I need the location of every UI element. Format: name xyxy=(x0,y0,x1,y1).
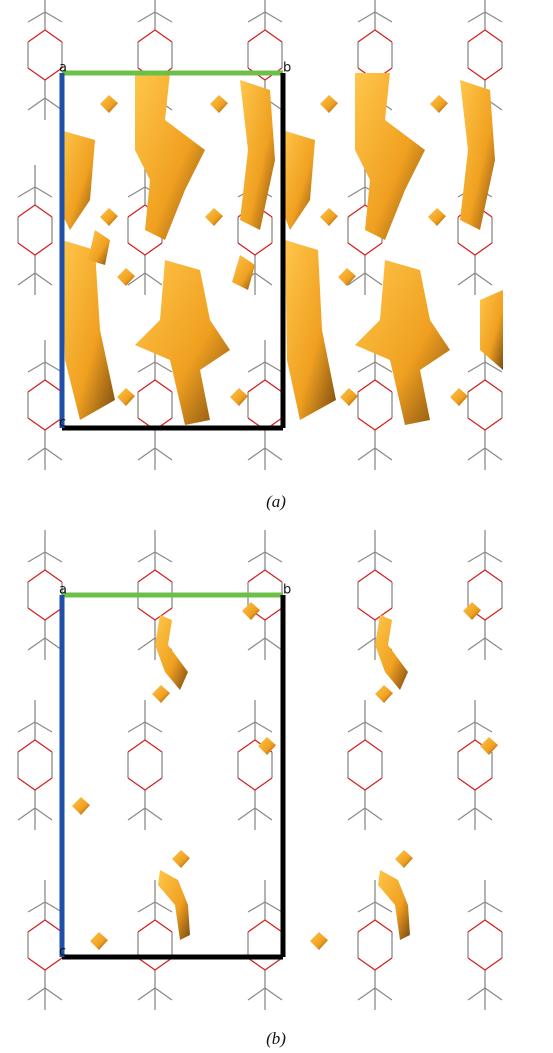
axis-label: c xyxy=(59,945,66,960)
figure: a b c (a) a b c (b) xyxy=(0,0,553,1053)
panel-b: a b c (b) xyxy=(18,530,502,1048)
panel-a: a b c (a) xyxy=(18,0,503,511)
caption: (a) xyxy=(266,492,286,511)
axis-label: c xyxy=(59,416,66,431)
axis-label: a xyxy=(59,61,67,76)
molecules xyxy=(18,530,502,1010)
axis-label: a xyxy=(59,583,67,598)
axis-label: b xyxy=(283,583,291,598)
caption: (b) xyxy=(266,1029,286,1048)
axis-label: b xyxy=(283,61,291,76)
